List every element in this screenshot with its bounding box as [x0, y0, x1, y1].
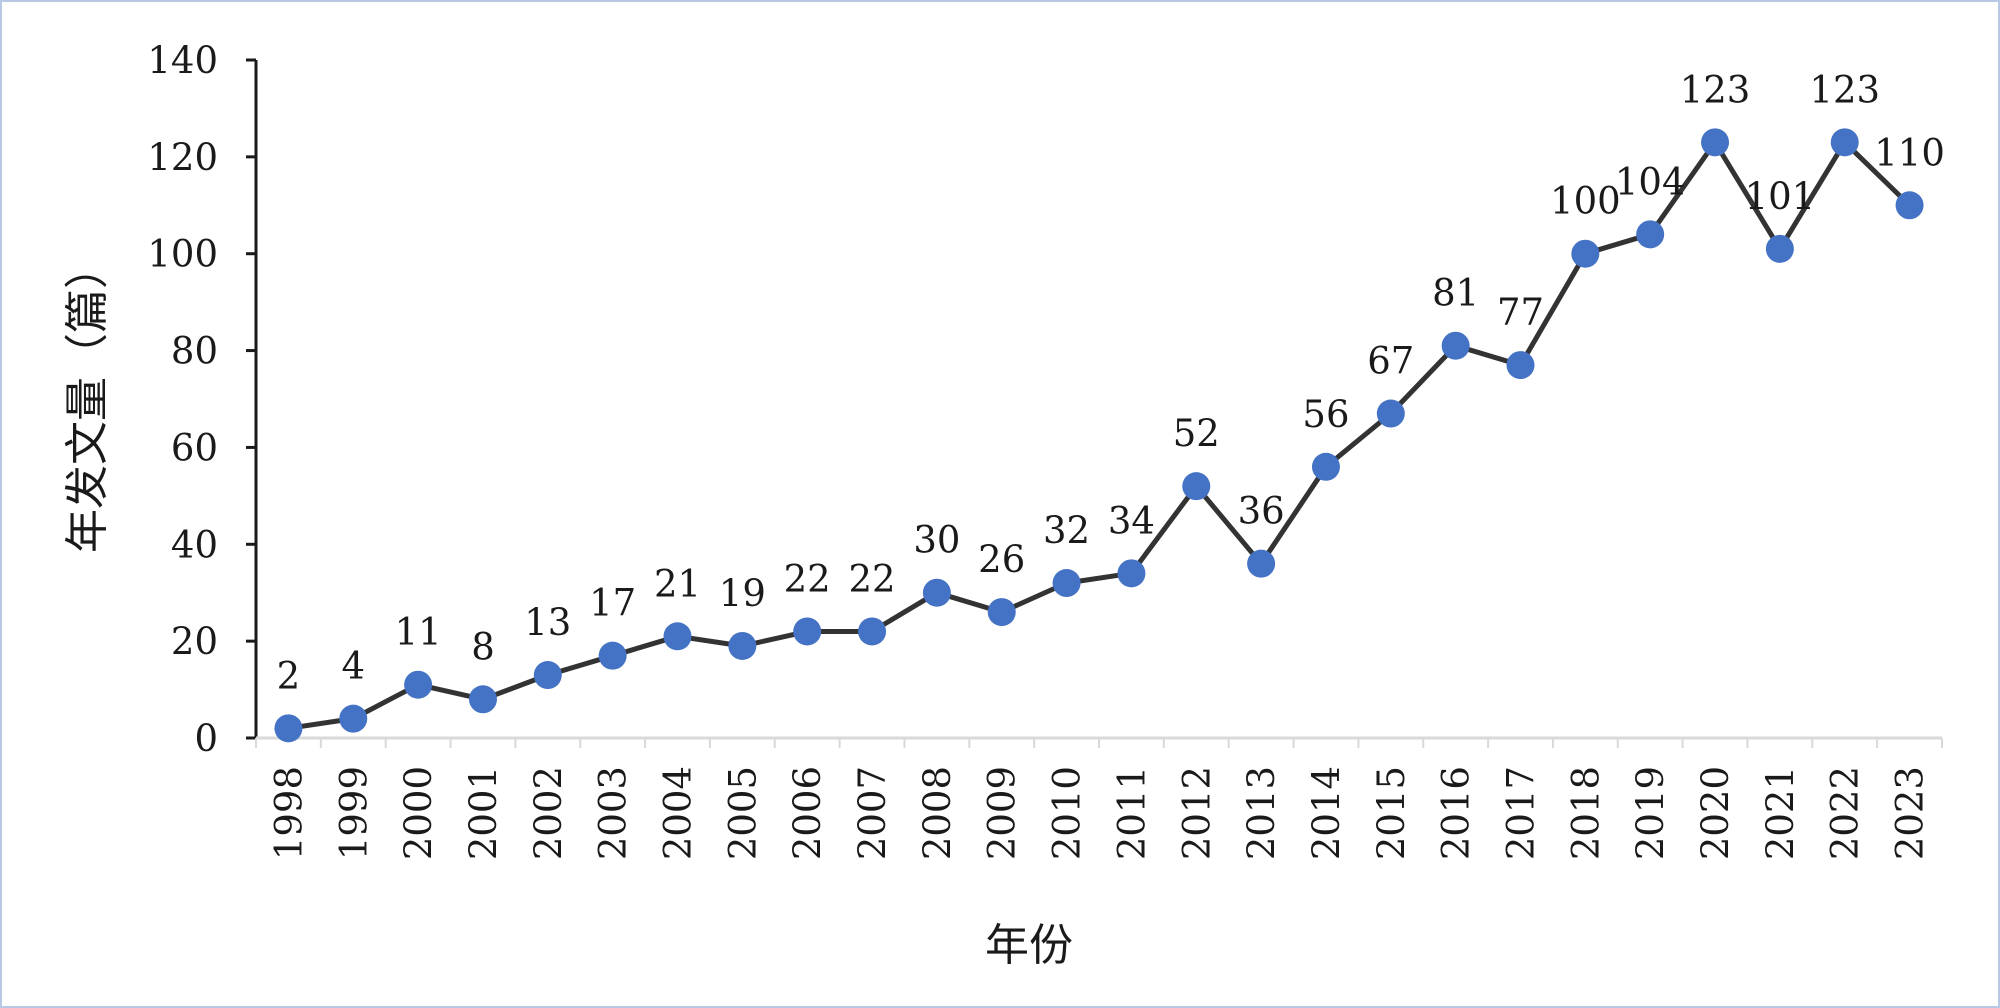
data-labels: 2 4 11 8 13 17 21 19 22 22 30 26 32 34 52 36 56 67 81 77 100…	[277, 68, 1945, 697]
y-tick-label: 60	[171, 426, 218, 469]
y-tick-label: 140	[147, 39, 218, 82]
x-tick-label: 1999	[332, 766, 375, 860]
data-label: 22	[784, 557, 831, 600]
x-tick-label: 2010	[1046, 766, 1089, 860]
x-tick-label: 2012	[1175, 766, 1218, 860]
x-tick-label: 2023	[1889, 766, 1932, 860]
data-point	[1830, 128, 1859, 157]
x-tick-label: 2017	[1500, 766, 1543, 860]
x-tick-label: 2020	[1694, 766, 1737, 860]
data-points	[274, 128, 1924, 743]
data-label: 32	[1043, 509, 1090, 552]
x-tick-label: 2005	[721, 766, 764, 860]
data-label: 56	[1302, 393, 1349, 436]
x-tick-label: 1998	[267, 766, 310, 860]
x-tick-label: 2008	[916, 766, 959, 860]
data-label: 19	[719, 572, 766, 615]
data-label: 22	[848, 557, 895, 600]
data-label: 52	[1173, 412, 1220, 455]
data-label: 26	[978, 538, 1025, 581]
data-point	[533, 661, 562, 690]
data-point	[598, 641, 627, 670]
data-point	[274, 714, 303, 743]
x-tick-label: 2011	[1110, 766, 1153, 860]
data-label: 101	[1745, 175, 1816, 218]
y-tick-label: 80	[171, 330, 218, 373]
x-tick-label: 2006	[786, 766, 829, 860]
x-axis: 1998 1999 2000 2001 2002 2003 2004 2005 2006 2007…	[255, 736, 1943, 860]
x-tick-label: 2007	[851, 766, 894, 860]
data-point	[1636, 220, 1665, 249]
data-point	[1311, 452, 1340, 481]
x-tick-label: 2002	[527, 766, 570, 860]
y-tick-label: 20	[171, 620, 218, 663]
x-tick-label: 2014	[1305, 766, 1348, 860]
y-tick-label: 120	[147, 136, 218, 179]
x-tick-label: 2001	[462, 766, 505, 860]
x-axis-title: 年份	[985, 920, 1073, 971]
x-tick-label: 2021	[1759, 766, 1802, 860]
y-axis: 0 20 40 60 80 100 120 140	[147, 39, 258, 760]
data-point	[468, 685, 497, 714]
data-point	[663, 622, 692, 651]
data-label: 17	[589, 582, 636, 625]
data-label: 67	[1367, 340, 1414, 383]
data-point	[1765, 234, 1794, 263]
data-point	[1506, 351, 1535, 380]
x-tick-label: 2015	[1370, 766, 1413, 860]
data-label: 8	[471, 625, 495, 668]
data-point	[1376, 399, 1405, 428]
data-label: 34	[1108, 499, 1155, 542]
y-axis-title: 年发文量（篇）	[62, 245, 113, 553]
data-label: 123	[1809, 68, 1880, 111]
data-point	[1182, 472, 1211, 501]
y-tick-label: 0	[194, 717, 218, 760]
x-tick-label: 2000	[397, 766, 440, 860]
data-point	[404, 670, 433, 699]
data-point	[1441, 331, 1470, 360]
x-tick-label: 2009	[981, 766, 1024, 860]
data-point	[987, 598, 1016, 627]
data-label: 104	[1615, 160, 1686, 203]
data-label: 36	[1238, 490, 1285, 533]
x-tick-label: 2004	[657, 766, 700, 860]
x-tick-label: 2016	[1435, 766, 1478, 860]
data-label: 13	[524, 601, 571, 644]
data-point	[793, 617, 822, 646]
y-tick-label: 40	[171, 523, 218, 566]
data-point	[1247, 549, 1276, 578]
data-label: 81	[1432, 272, 1479, 315]
data-label: 4	[341, 645, 365, 688]
data-label: 77	[1497, 291, 1544, 334]
data-point	[1117, 559, 1146, 588]
data-point	[339, 704, 368, 733]
data-label: 30	[913, 519, 960, 562]
data-point	[1052, 569, 1081, 598]
data-point	[728, 631, 757, 660]
x-tick-label: 2019	[1629, 766, 1672, 860]
data-point	[922, 578, 951, 607]
data-label: 11	[395, 611, 442, 654]
x-tick-label: 2013	[1240, 766, 1283, 860]
data-label: 2	[277, 654, 301, 697]
data-label: 123	[1680, 68, 1751, 111]
data-point	[1571, 239, 1600, 268]
x-tick-label: 2018	[1564, 766, 1607, 860]
data-point	[1895, 191, 1924, 220]
data-point	[858, 617, 887, 646]
x-tick-label: 2003	[592, 766, 635, 860]
data-point	[1701, 128, 1730, 157]
x-tick-label: 2022	[1824, 766, 1867, 860]
y-tick-label: 100	[147, 233, 218, 276]
data-label: 110	[1874, 131, 1945, 174]
data-label: 21	[654, 562, 701, 605]
data-label: 100	[1550, 180, 1621, 223]
